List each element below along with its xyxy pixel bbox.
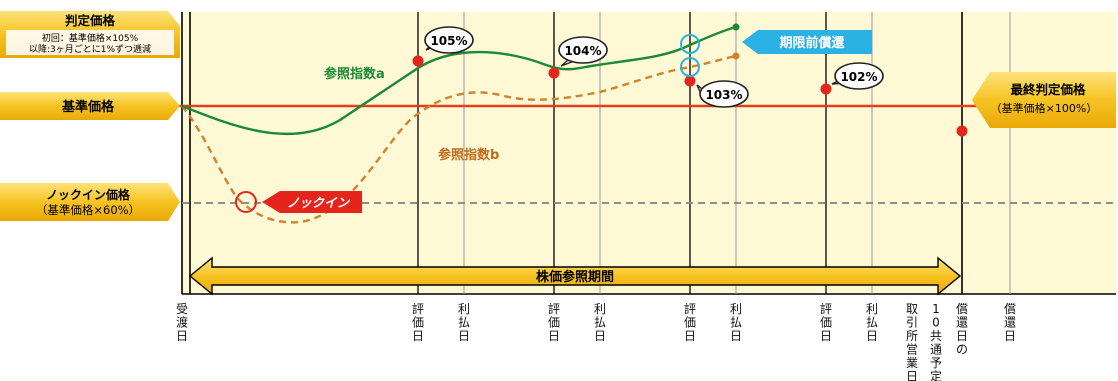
ten-common-scheduled-label: 1 0 共通予定 bbox=[930, 302, 942, 381]
early-redemption-banner: 期限前償還 bbox=[742, 30, 872, 54]
series-b-endpoint bbox=[732, 52, 740, 60]
reference-period-arrow: 株価参照期間 bbox=[188, 256, 962, 296]
knockin-banner-label: ノックイン bbox=[287, 195, 351, 210]
base-price-label: 基準価格 bbox=[61, 99, 115, 115]
redemption-date-of-label: 償還日の bbox=[956, 302, 968, 357]
base-price-box: 基準価格 bbox=[0, 92, 180, 120]
valuation-points bbox=[412, 55, 968, 137]
payment-date-4-label: 利払日 bbox=[866, 302, 878, 343]
callout-103: 103% bbox=[696, 80, 749, 108]
judgment-price-rule-2: 以降:3ヶ月ごとに1%ずつ逓減 bbox=[29, 43, 151, 55]
series-b-label: 参照指数b bbox=[438, 147, 499, 163]
early-redemption-marker-b bbox=[680, 57, 700, 77]
series-b-line bbox=[181, 54, 737, 224]
valuation-date-3-label: 評価日 bbox=[684, 301, 696, 343]
valuation-date-1-label: 評価日 bbox=[412, 301, 424, 343]
exchange-days-before-label: 取引所営業日前 bbox=[906, 302, 918, 381]
judgment-price-title: 判定価格 bbox=[65, 13, 116, 28]
early-redemption-label: 期限前償還 bbox=[779, 35, 845, 51]
final-judgment-label-1: 最終判定価格 bbox=[1010, 82, 1086, 97]
callout-105: 105% bbox=[424, 26, 474, 54]
knockin-banner: ノックイン bbox=[262, 191, 362, 213]
callout-104-label: 104% bbox=[564, 44, 601, 58]
payment-date-1-label: 利払日 bbox=[458, 302, 470, 343]
series-a-endpoint bbox=[732, 23, 740, 31]
final-judgment-price-box: 最終判定価格 （基準価格×100%） bbox=[972, 72, 1116, 128]
early-redemption-marker-a bbox=[680, 34, 700, 54]
knockin-price-box: ノックイン価格 （基準価格×60%） bbox=[0, 183, 180, 221]
series-a-line bbox=[181, 25, 737, 136]
knockin-marker bbox=[235, 191, 257, 213]
judgment-price-rule-1: 初回：基準価格×105% bbox=[42, 32, 139, 44]
callout-105-label: 105% bbox=[430, 34, 467, 48]
valuation-date-2-label: 評価日 bbox=[548, 301, 560, 343]
chart-panel bbox=[182, 12, 1116, 294]
callout-102: 102% bbox=[831, 62, 884, 90]
delivery-date-label: 受渡日 bbox=[176, 302, 188, 343]
redemption-date-label: 償還日 bbox=[1004, 302, 1016, 343]
judgment-price-box: 判定価格 初回：基準価格×105% 以降:3ヶ月ごとに1%ずつ逓減 bbox=[0, 11, 180, 58]
knockin-price-label-1: ノックイン価格 bbox=[46, 187, 131, 202]
final-judgment-label-2: （基準価格×100%） bbox=[991, 101, 1098, 115]
knockin-price-label-2: （基準価格×60%） bbox=[36, 203, 140, 217]
series-a-label: 参照指数a bbox=[324, 66, 385, 82]
payment-date-3-label: 利払日 bbox=[730, 302, 742, 343]
callout-104: 104% bbox=[558, 36, 608, 67]
reference-period-label: 株価参照期間 bbox=[536, 269, 614, 285]
callout-102-label: 102% bbox=[840, 70, 877, 84]
valuation-date-4-label: 評価日 bbox=[820, 301, 832, 343]
payment-date-2-label: 利払日 bbox=[594, 302, 606, 343]
callout-103-label: 103% bbox=[705, 88, 742, 102]
